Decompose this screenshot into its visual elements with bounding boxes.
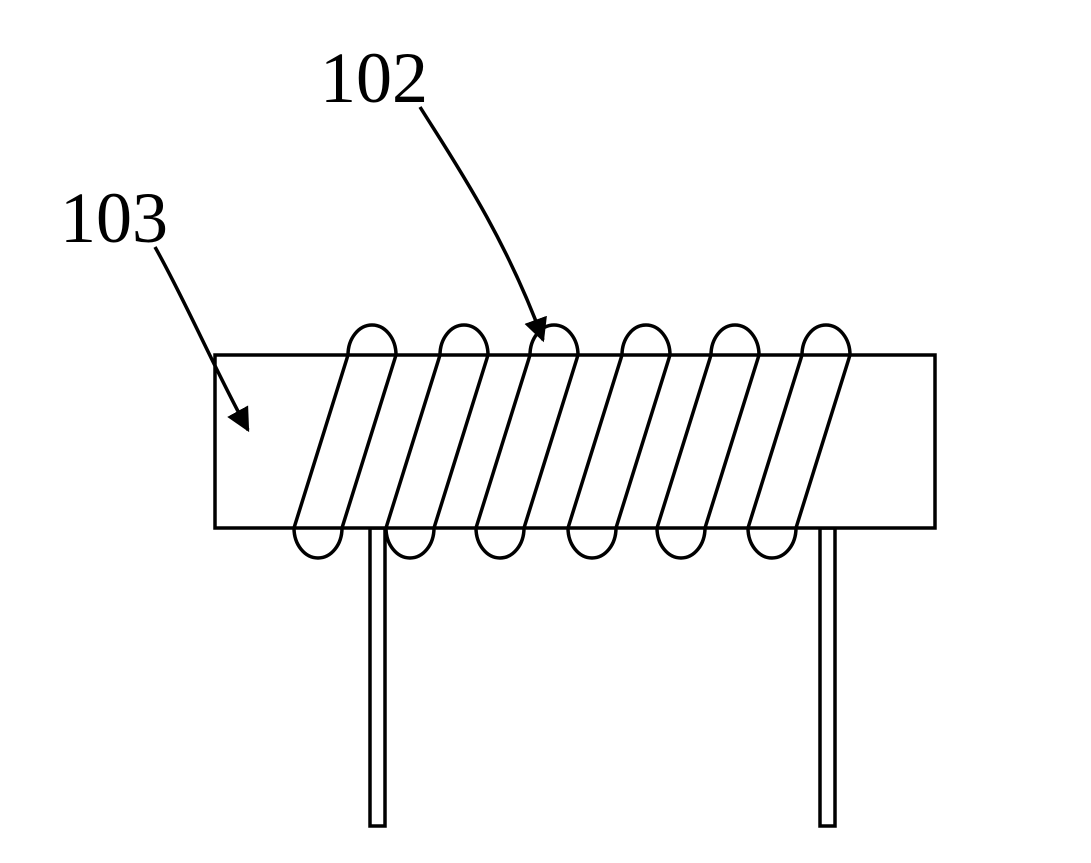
diagram-svg bbox=[0, 0, 1091, 863]
leads bbox=[370, 528, 835, 826]
leader-103 bbox=[155, 247, 248, 430]
callout-label-103: 103 bbox=[60, 177, 168, 260]
callout-label-102: 102 bbox=[320, 37, 428, 120]
coil-back-top-arcs bbox=[348, 325, 850, 355]
leader-102 bbox=[420, 107, 543, 340]
figure-canvas: 102 103 bbox=[0, 0, 1091, 863]
